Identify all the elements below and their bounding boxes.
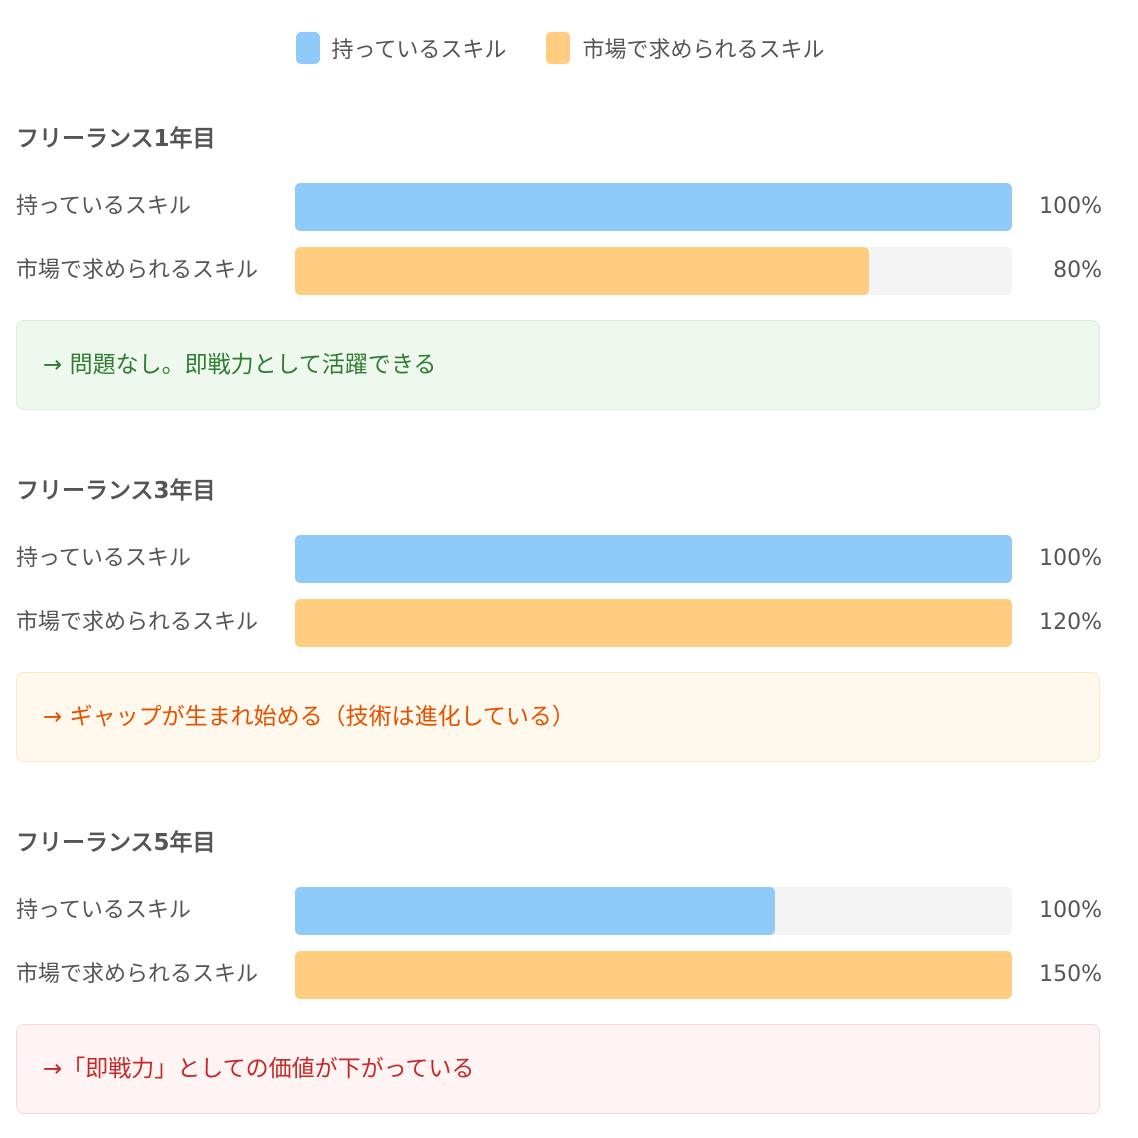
bar-value-label: 120% (1039, 610, 1102, 635)
bar-fill-have (295, 887, 776, 935)
group-title: フリーランス1年目 (16, 126, 216, 152)
chart-legend: 持っているスキル 市場で求められるスキル (0, 32, 1120, 64)
bar-track (295, 535, 1012, 583)
bar-value-label: 80% (1053, 258, 1102, 283)
bar-value-label: 100% (1039, 194, 1102, 219)
bar-label: 市場で求められるスキル (16, 258, 259, 283)
legend-swatch-have (295, 32, 320, 64)
legend-item-market: 市場で求められるスキル (546, 32, 824, 64)
bar-fill-have (295, 183, 1012, 231)
bar-row-market: 市場で求められるスキル 80% (16, 247, 1102, 295)
legend-label-have: 持っているスキル (331, 38, 507, 63)
bar-label: 市場で求められるスキル (16, 962, 259, 987)
bar-track (295, 247, 1012, 295)
bar-track (295, 887, 1012, 935)
group-title: フリーランス5年目 (16, 830, 216, 856)
bar-label: 持っているスキル (16, 194, 191, 219)
bar-fill-market (295, 247, 869, 295)
group-note: → 問題なし。即戦力として活躍できる (16, 320, 1100, 410)
bar-value-label: 100% (1039, 898, 1102, 923)
bar-row-have: 持っているスキル 100% (16, 887, 1102, 935)
bar-label: 持っているスキル (16, 898, 191, 923)
bar-fill-have (295, 535, 1012, 583)
group-title: フリーランス3年目 (16, 478, 216, 504)
bar-fill-market (295, 951, 1012, 999)
bar-label: 市場で求められるスキル (16, 610, 259, 635)
bar-fill-market (295, 599, 1012, 647)
legend-item-have: 持っているスキル (295, 32, 507, 64)
chart-group-year-5: フリーランス5年目 持っているスキル 100% 市場で求められるスキル 150%… (16, 828, 1102, 1118)
bar-row-have: 持っているスキル 100% (16, 535, 1102, 583)
bar-track (295, 599, 1012, 647)
bar-value-label: 100% (1039, 546, 1102, 571)
legend-swatch-market (546, 32, 571, 64)
bar-track (295, 183, 1012, 231)
bar-label: 持っているスキル (16, 546, 191, 571)
group-note: →「即戦力」としての価値が下がっている (16, 1024, 1100, 1114)
bar-row-have: 持っているスキル 100% (16, 183, 1102, 231)
bar-track (295, 951, 1012, 999)
group-note: → ギャップが生まれ始める（技術は進化している） (16, 672, 1100, 762)
chart-group-year-1: フリーランス1年目 持っているスキル 100% 市場で求められるスキル 80% … (16, 124, 1102, 414)
bar-row-market: 市場で求められるスキル 120% (16, 599, 1102, 647)
bar-row-market: 市場で求められるスキル 150% (16, 951, 1102, 999)
chart-group-year-3: フリーランス3年目 持っているスキル 100% 市場で求められるスキル 120%… (16, 476, 1102, 766)
bar-value-label: 150% (1039, 962, 1102, 987)
legend-label-market: 市場で求められるスキル (582, 38, 825, 63)
